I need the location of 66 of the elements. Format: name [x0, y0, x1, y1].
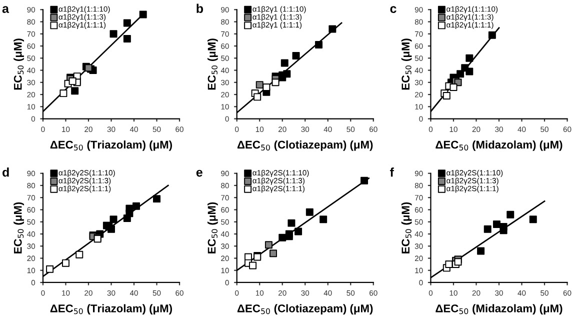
y-axis-title: EC$_{50}$ (μM) [14, 38, 24, 90]
chart-title: a [2, 6, 10, 13]
point [123, 19, 131, 27]
point [445, 260, 453, 268]
point [315, 41, 323, 49]
point [153, 195, 160, 203]
point [500, 226, 508, 234]
x-axis-title: ΔEC$_{50}$ (Triazolam) (μM) [50, 304, 172, 315]
y-axis-title: EC$_{50}$ (μM) [401, 38, 412, 90]
point [280, 59, 288, 67]
point [60, 90, 68, 98]
point [76, 250, 84, 258]
point [320, 216, 328, 224]
point [126, 210, 134, 218]
chart-title: f [390, 168, 394, 177]
point [272, 78, 280, 86]
point [292, 52, 300, 60]
point [68, 77, 76, 85]
point [454, 258, 462, 266]
y-axis-title: EC$_{50}$ (μM) [208, 38, 218, 90]
point [285, 230, 293, 238]
point [450, 84, 458, 91]
point [492, 220, 500, 228]
point [456, 70, 464, 78]
y-axis-title: EC$_{50}$ (μM) [208, 202, 218, 254]
point [262, 84, 270, 91]
point [529, 216, 537, 224]
point [256, 81, 264, 89]
point [306, 208, 314, 216]
point [110, 30, 118, 38]
point [278, 71, 286, 79]
point [488, 31, 496, 39]
chart-title: e [196, 170, 202, 177]
point [466, 68, 474, 76]
point [132, 202, 140, 210]
point [71, 87, 79, 95]
point [484, 225, 492, 233]
point [123, 34, 131, 42]
y-axis-title: EC$_{50}$ (μM) [401, 202, 412, 254]
x-axis-title: ΔEC$_{50}$ (Clotiazepam) (μM) [237, 304, 373, 315]
point [249, 262, 257, 270]
chart-title: d [2, 168, 9, 177]
point [84, 64, 92, 72]
point [278, 234, 286, 242]
point [477, 247, 485, 255]
point [264, 241, 272, 249]
point [360, 176, 368, 184]
chart-title: b [196, 4, 204, 13]
point [254, 93, 262, 101]
point [328, 25, 336, 33]
point [466, 54, 474, 62]
x-axis-title: ΔEC$_{50}$ (Clotiazepam) (μM) [237, 140, 373, 151]
point [46, 265, 54, 273]
point [294, 228, 302, 236]
chart-title: c [390, 6, 396, 13]
y-axis-title: EC$_{50}$ (μM) [14, 202, 24, 254]
point [110, 216, 118, 224]
x-axis-title: ΔEC$_{50}$ (Midazolam) (μM) [436, 140, 562, 151]
x-axis-title: ΔEC$_{50}$ (Triazolam) (μM) [50, 140, 172, 151]
point [62, 259, 70, 267]
point [105, 222, 113, 230]
point [288, 219, 296, 227]
point [506, 210, 514, 218]
point [270, 250, 278, 258]
point [139, 10, 147, 18]
x-axis-title: ΔEC$_{50}$ (Midazolam) (μM) [436, 304, 562, 315]
